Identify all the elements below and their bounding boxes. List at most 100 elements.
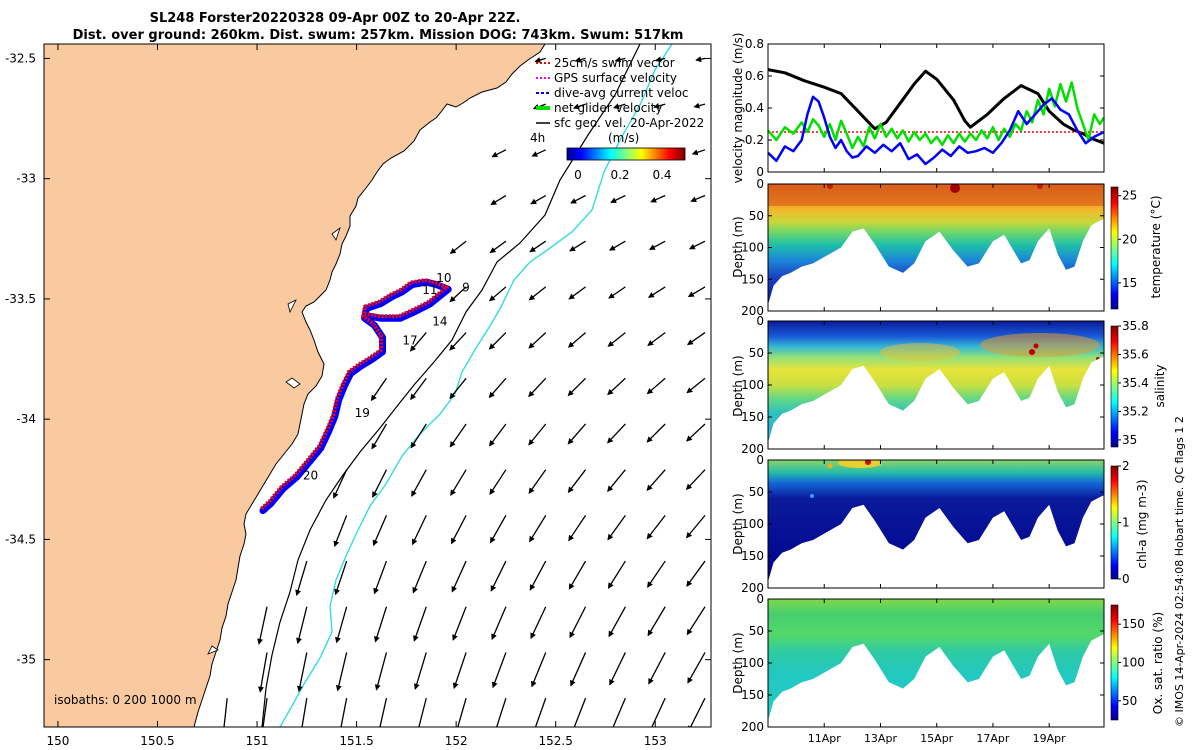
cbar-tick-label: 50 <box>1122 694 1137 708</box>
side-note: © IMOS 14-Apr-2024 02:54:08 Hobart time.… <box>1173 416 1186 727</box>
current-vector <box>529 560 547 591</box>
current-vector <box>570 194 586 204</box>
time-tick-label: 15Apr <box>920 732 954 745</box>
depth-tick-label: 0 <box>756 453 764 467</box>
current-vector <box>687 286 706 298</box>
current-vector <box>374 606 388 643</box>
temperature-colorbar <box>1110 186 1119 310</box>
current-vector <box>695 56 706 63</box>
depth-tick-label: 100 <box>741 517 764 531</box>
temperature-clabel: temperature (°C) <box>1149 196 1163 299</box>
current-vector <box>530 652 547 688</box>
current-vector <box>687 652 706 684</box>
current-vector <box>607 514 626 541</box>
cbar-tick-label: 150 <box>1122 617 1145 631</box>
current-vector <box>335 652 348 692</box>
current-vector <box>296 652 308 693</box>
velocity-series-0 <box>767 68 1105 145</box>
lat-tick-label: -35 <box>16 653 36 667</box>
current-vector <box>646 377 666 395</box>
vel-ytick-label: 0.6 <box>745 69 764 83</box>
chl-colorbar <box>1110 465 1119 580</box>
oxygen-colorbar <box>1110 604 1119 721</box>
current-vector <box>490 560 507 592</box>
velocity-series-2 <box>767 81 1106 150</box>
current-vector <box>608 286 626 299</box>
legend-sfc-geo-velocity: sfc geo. vel. 20-Apr-2022 <box>554 116 704 130</box>
current-vector <box>567 423 587 445</box>
current-vector <box>693 102 706 109</box>
cbar-tick-label: 20 <box>1122 232 1137 246</box>
current-vector <box>568 515 587 542</box>
current-vector <box>534 697 547 727</box>
current-vector <box>567 469 587 493</box>
current-vector <box>569 606 587 639</box>
current-vector <box>488 286 507 302</box>
cbar-tick-label: 35 <box>1122 433 1137 447</box>
current-vector <box>410 423 427 449</box>
current-vector <box>449 286 467 303</box>
time-tick-label: 13Apr <box>864 732 898 745</box>
depth-tick-label: 50 <box>749 624 764 638</box>
current-vector <box>568 286 586 300</box>
current-vector <box>607 469 626 492</box>
current-vector <box>262 698 268 727</box>
temperature-panel: 0 50 100 150 200 Depth (m) 15 20 25 temperatur… <box>731 177 1163 318</box>
depth-tick-label: 150 <box>741 410 764 424</box>
cbar-tick-label: 1 <box>1122 516 1130 530</box>
current-vector <box>491 149 507 158</box>
current-vector <box>411 515 427 546</box>
depth-tick-label: 200 <box>741 442 764 456</box>
current-vector <box>295 560 308 597</box>
current-vector <box>301 698 308 727</box>
oxygen-panel: 0 50 100 150 200 Depth (m) 50 100 150 Ox. sat.… <box>731 592 1165 734</box>
current-vector <box>647 332 666 346</box>
depth-tick-label: 200 <box>741 304 764 318</box>
vel-ytick-label: 0 <box>756 165 764 179</box>
salinity-ylabel: Depth (m) <box>731 355 745 416</box>
lat-tick-label: -33 <box>16 172 36 186</box>
current-vector <box>452 652 467 690</box>
time-tick-label: 11Apr <box>808 732 842 745</box>
time-tick-label: 17Apr <box>976 732 1010 745</box>
cbar-tick-label: 2 <box>1122 459 1130 473</box>
day-label-14: 14 <box>432 314 447 328</box>
current-vector <box>614 56 626 63</box>
isobath-200m <box>261 44 641 727</box>
cbar-tick-label: 35.6 <box>1122 347 1149 361</box>
current-vector <box>687 332 706 346</box>
current-vector <box>491 606 507 640</box>
current-vector <box>688 697 706 727</box>
current-vector <box>528 423 547 446</box>
lat-tick-label: -32.5 <box>5 51 36 65</box>
glider-track-blue <box>259 278 452 515</box>
map-legend: 25cm/s swim vector GPS surface velocity … <box>530 56 704 182</box>
current-vector <box>685 514 706 539</box>
salinity-colorbar <box>1110 325 1119 448</box>
cbar-tick-label: 25 <box>1122 189 1137 203</box>
isobaths-label: isobaths: 0 200 1000 m <box>54 693 197 707</box>
current-vector <box>528 377 547 398</box>
current-vector <box>574 56 586 63</box>
current-vector <box>333 515 348 548</box>
current-vector <box>529 240 547 253</box>
map-frame <box>43 43 712 728</box>
current-vector <box>534 57 546 63</box>
vel-ytick-label: 0.2 <box>745 133 764 147</box>
current-vector <box>495 697 507 727</box>
depth-tick-label: 50 <box>749 346 764 360</box>
current-vector <box>607 423 626 444</box>
current-vector <box>686 377 706 394</box>
current-vector <box>489 240 507 254</box>
lon-tick-label: 150.5 <box>140 734 174 748</box>
day-label-19: 19 <box>355 406 370 420</box>
current-vector <box>567 332 586 348</box>
current-vector <box>607 560 626 589</box>
depth-tick-label: 100 <box>741 656 764 670</box>
current-vector <box>257 606 268 645</box>
current-vector <box>691 149 706 156</box>
current-vector <box>340 698 348 727</box>
current-vector <box>335 606 348 644</box>
depth-tick-label: 150 <box>741 688 764 702</box>
